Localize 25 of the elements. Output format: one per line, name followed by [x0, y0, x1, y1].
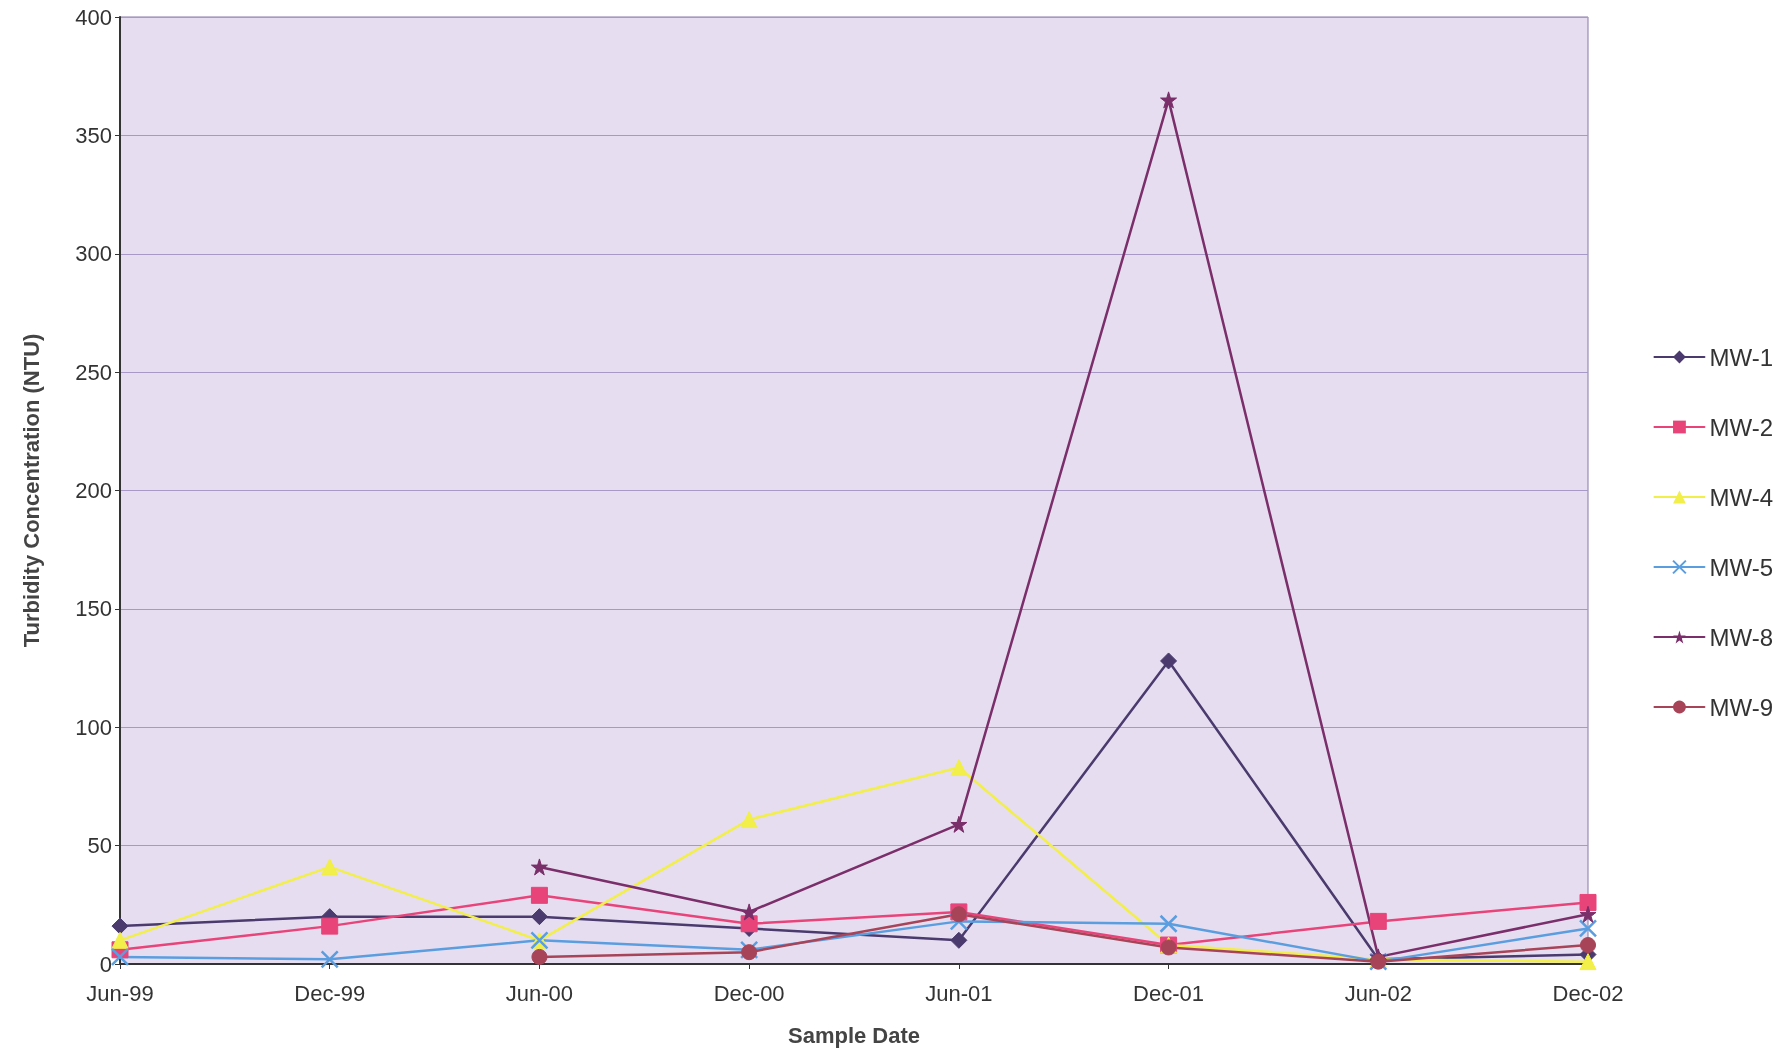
y-tick-label: 50 [87, 833, 112, 859]
y-tick-label: 200 [75, 478, 112, 503]
legend-label: MW-8 [1709, 623, 1774, 651]
legend-label: MW-1 [1709, 343, 1774, 371]
x-tick-label: Jun-99 [86, 980, 154, 1006]
x-tick-label: Dec-99 [294, 980, 366, 1006]
legend-label: MW-2 [1709, 413, 1774, 441]
y-axis-title: Turbidity Concentration (NTU) [18, 333, 44, 648]
y-tick-label: 250 [75, 359, 112, 385]
legend-label: MW-5 [1709, 553, 1774, 581]
y-tick-label: 100 [75, 714, 112, 740]
x-tick-label: Dec-00 [713, 980, 785, 1006]
x-axis-title: Sample Date [787, 1022, 921, 1048]
legend-label: MW-4 [1709, 483, 1774, 511]
x-tick-label: Jun-01 [925, 980, 993, 1006]
legend-label: MW-9 [1709, 693, 1774, 721]
y-tick-label: 150 [75, 596, 112, 622]
y-tick-label: 300 [75, 241, 112, 267]
y-tick-label: 0 [99, 951, 112, 977]
x-tick-label: Jun-00 [505, 980, 574, 1006]
y-tick-label: 400 [75, 4, 112, 30]
y-tick-label: 350 [75, 122, 112, 148]
x-tick-label: Jun-02 [1344, 980, 1412, 1006]
x-tick-label: Dec-02 [1552, 980, 1624, 1006]
x-tick-label: Dec-01 [1133, 980, 1205, 1006]
